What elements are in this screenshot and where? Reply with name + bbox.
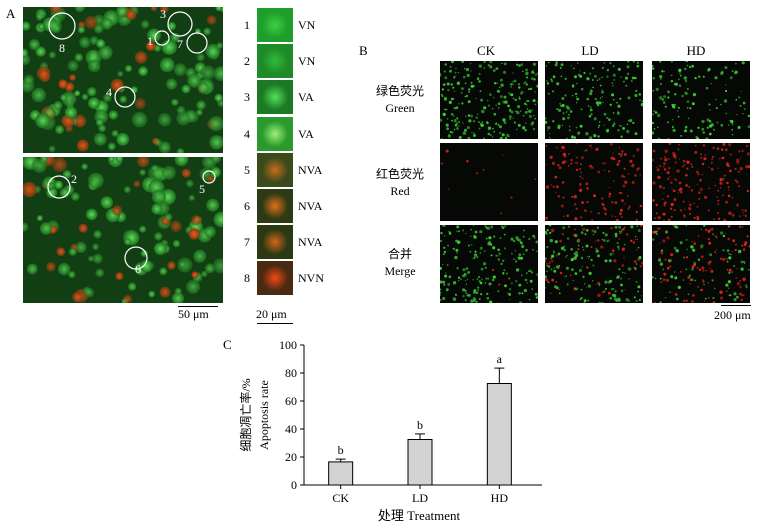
circle-label-5: 5 [199,182,205,196]
fluor-merge-ld [545,225,643,303]
cell-image-7 [257,225,293,260]
cell-number-6: 6 [244,199,250,213]
cell-number-2: 2 [244,54,250,69]
scale-label-a: 50 μm [178,307,209,321]
scale-bar-b [721,305,751,306]
cell-image-4 [257,116,293,151]
micrograph-a-top [23,7,223,153]
row-head-merge-cn: 合并 [387,247,412,261]
cell-number-4: 4 [244,126,250,141]
row-head-green-cn: 绿色荧光 [375,84,424,98]
significance-letter-ld: b [417,418,423,432]
fluor-red-ld [545,143,643,221]
row-head-merge: 合并 Merge [360,246,440,280]
panel-c-label: C [223,337,232,352]
circle-label-7: 7 [177,37,183,51]
column-head-ld: LD [581,43,599,58]
circle-label-8: 8 [59,41,65,55]
scale-label-b: 200 μm [714,308,751,322]
significance-letter-hd: a [497,352,503,366]
panel-a-label: A [6,6,16,21]
y-tick-label: 60 [285,394,297,408]
apoptosis-bar-chart: 0 20 40 60 80 100 b CK b LD a HD 细胞凋亡率/% Apoptosis ra… [238,338,542,523]
y-tick-label: 100 [279,338,297,352]
row-head-red-en: Red [390,184,410,198]
y-tick-label: 20 [285,450,297,464]
circle-5 [202,170,216,184]
micrograph-a-bottom [23,157,223,303]
cell-image-5 [257,152,293,187]
column-head-hd: HD [686,43,706,58]
column-head-ck: CK [476,43,496,58]
micrograph-a-bottom-image [23,157,223,303]
row-head-merge-en: Merge [384,264,416,278]
cell-type-6: NVA [298,199,323,213]
fluor-green-ld [545,61,643,139]
row-head-green-en: Green [385,101,415,115]
row-head-red: 红色荧光 Red [360,166,440,200]
bar-ld [407,439,433,486]
scale-bar-a [178,306,218,307]
x-axis-label: 处理 Treatment [378,508,461,523]
x-tick-label-ld: LD [412,491,428,505]
fluor-green-hd [652,61,750,139]
circle-6 [124,246,148,270]
circle-7 [186,32,208,54]
circle-2 [47,175,71,199]
cell-type-2: VN [298,54,316,69]
micrograph-a-top-image [23,7,223,153]
significance-letter-ck: b [338,443,344,457]
cell-type-7: NVA [298,235,323,250]
bar-ck [328,461,354,486]
fluor-green-ck [440,61,538,139]
fluor-merge-hd [652,225,750,303]
y-axis-label-en: Apoptosis rate [257,380,271,450]
row-head-green: 绿色荧光 Green [360,83,440,117]
x-tick-label-hd: HD [491,491,509,505]
cell-type-3: VA [298,90,314,105]
cell-number-8: 8 [244,271,250,286]
row-head-red-cn: 红色荧光 [375,167,424,181]
fluor-red-hd [652,143,750,221]
scale-label-cells: 20 μm [256,307,287,321]
cell-number-3: 3 [244,90,250,105]
y-tick-label: 0 [291,478,297,492]
fluor-merge-ck [440,225,538,303]
y-tick-label: 40 [285,422,297,436]
y-tick-label: 80 [285,366,297,380]
cell-image-2 [257,44,293,79]
cell-image-1 [257,8,293,42]
panel-b-label: B [359,43,368,58]
circle-label-4: 4 [106,85,112,99]
cell-number-5: 5 [244,162,250,177]
circle-label-6: 6 [135,262,141,276]
cell-image-3 [257,80,293,115]
scale-bar-cells [257,323,293,324]
bar-hd [486,383,512,486]
circle-label-3: 3 [160,7,166,21]
cell-number-1: 1 [244,18,250,32]
circle-8 [48,12,76,40]
cell-type-4: VA [298,126,314,141]
circle-label-2: 2 [71,172,77,186]
cell-image-6 [257,189,293,223]
cell-image-8 [257,261,293,296]
x-tick-label-ck: CK [332,491,349,505]
cell-type-1: VN [298,18,316,32]
circle-1 [154,30,170,46]
circle-4 [114,86,136,108]
circle-label-1: 1 [147,34,153,48]
y-axis-label-cn: 细胞凋亡率/% [238,378,253,451]
cell-type-8: NVN [298,271,324,286]
fluor-red-ck [440,143,538,221]
circle-3 [167,11,193,37]
cell-number-7: 7 [244,235,250,250]
cell-type-5: NVA [298,162,323,177]
